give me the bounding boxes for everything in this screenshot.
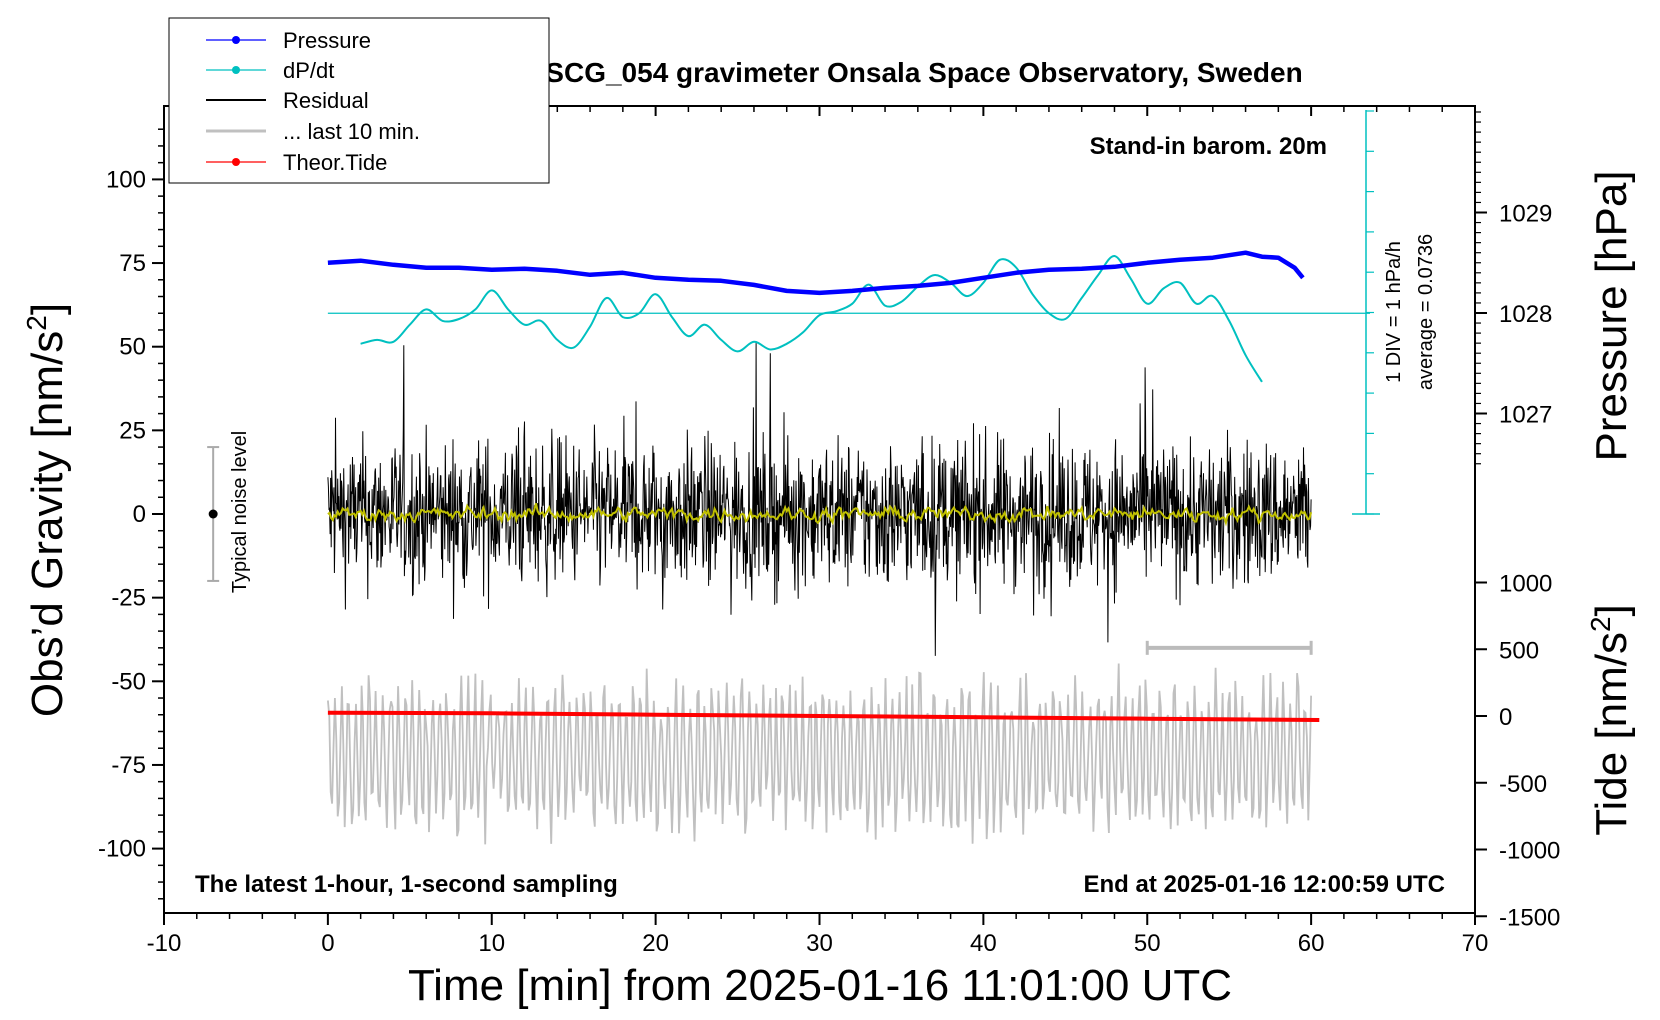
noise-level-bar [207, 446, 220, 582]
y-tick-label: 100 [106, 166, 146, 193]
x-tick-label: 20 [642, 930, 669, 957]
div-note: 1 DIV = 1 hPa/h [1383, 241, 1405, 383]
y-tick-label: -100 [98, 836, 146, 863]
y-axis-title-left: Obs’d Gravity [nm/s2] [21, 303, 72, 717]
x-tick-label: 10 [478, 930, 505, 957]
tide-axis-ticks: 1000 500 0 -500 -1000 -1500 [1475, 571, 1560, 931]
legend-label-dpdt: dP/dt [283, 58, 334, 83]
x-axis-title: Time [min] from 2025-01-16 11:01:00 UTC [408, 961, 1232, 1010]
y-tick-label: 75 [119, 250, 146, 277]
x-tick-label: 50 [1134, 930, 1161, 957]
legend-marker-pressure [232, 36, 240, 44]
pressure-tick-label: 1028 [1499, 301, 1552, 328]
pressure-axis-ticks: 1029 1028 1027 [1475, 111, 1552, 465]
dpdt-series [360, 255, 1263, 383]
tide-tick-label: 0 [1499, 704, 1512, 731]
legend-label-last10: ... last 10 min. [283, 119, 420, 144]
dpdt-scale-bar [1352, 110, 1380, 515]
noise-bar-center [208, 509, 218, 519]
chart-title: SCG_054 gravimeter Onsala Space Observat… [545, 57, 1302, 88]
x-tick-label: -10 [147, 930, 182, 957]
tide-line [327, 710, 1320, 722]
window-bar [1145, 640, 1313, 655]
noise-note: Typical noise level [229, 431, 251, 593]
y-axis-ticks: 100 75 50 25 0 -25 -50 -75 -100 [98, 128, 164, 900]
last-10-min-line [327, 663, 1312, 845]
y-tick-label: -50 [111, 668, 146, 695]
dpdt-line [360, 255, 1263, 383]
end-note: End at 2025-01-16 12:00:59 UTC [1084, 871, 1446, 898]
barometer-note: Stand-in barom. 20m [1090, 133, 1327, 160]
tide-tick-label: 500 [1499, 637, 1539, 664]
y-axis-title-pressure: Pressure [hPa] [1587, 170, 1636, 461]
y-tick-label: 25 [119, 417, 146, 444]
x-tick-label: 0 [321, 930, 334, 957]
residual-series [327, 343, 1312, 656]
average-note: average = 0.0736 [1415, 234, 1437, 390]
pressure-tick-label: 1029 [1499, 201, 1552, 228]
y-tick-label: -75 [111, 752, 146, 779]
x-tick-label: 60 [1298, 930, 1325, 957]
last-10-min-series [327, 663, 1312, 845]
pressure-line [327, 250, 1305, 296]
legend-marker-dpdt [232, 66, 240, 74]
y-tick-label: 50 [119, 334, 146, 361]
legend-label-residual: Residual [283, 88, 369, 113]
pressure-series [327, 250, 1305, 296]
tide-tick-label: -500 [1499, 771, 1547, 798]
legend-marker-tide [232, 158, 240, 166]
tide-tick-label: 1000 [1499, 571, 1552, 598]
tide-tick-label: -1000 [1499, 838, 1560, 865]
latest-note: The latest 1-hour, 1-second sampling [195, 871, 618, 898]
x-tick-label: 30 [806, 930, 833, 957]
residual-smoothed-line [327, 503, 1313, 527]
residual-line [327, 343, 1312, 656]
residual-smoothed-series [327, 503, 1313, 527]
legend: Pressure dP/dt Residual ... last 10 min.… [168, 17, 550, 184]
x-tick-label: 70 [1462, 930, 1489, 957]
tide-tick-label: -1500 [1499, 904, 1560, 931]
pressure-tick-label: 1027 [1499, 402, 1552, 429]
legend-label-tide: Theor.Tide [283, 150, 387, 175]
tide-series [327, 710, 1320, 722]
y-tick-label: 0 [133, 501, 146, 528]
y-tick-label: -25 [111, 585, 146, 612]
legend-label-pressure: Pressure [283, 28, 371, 53]
y-axis-title-tide: Tide [nm/s2] [1585, 604, 1636, 836]
x-tick-label: 40 [970, 930, 997, 957]
